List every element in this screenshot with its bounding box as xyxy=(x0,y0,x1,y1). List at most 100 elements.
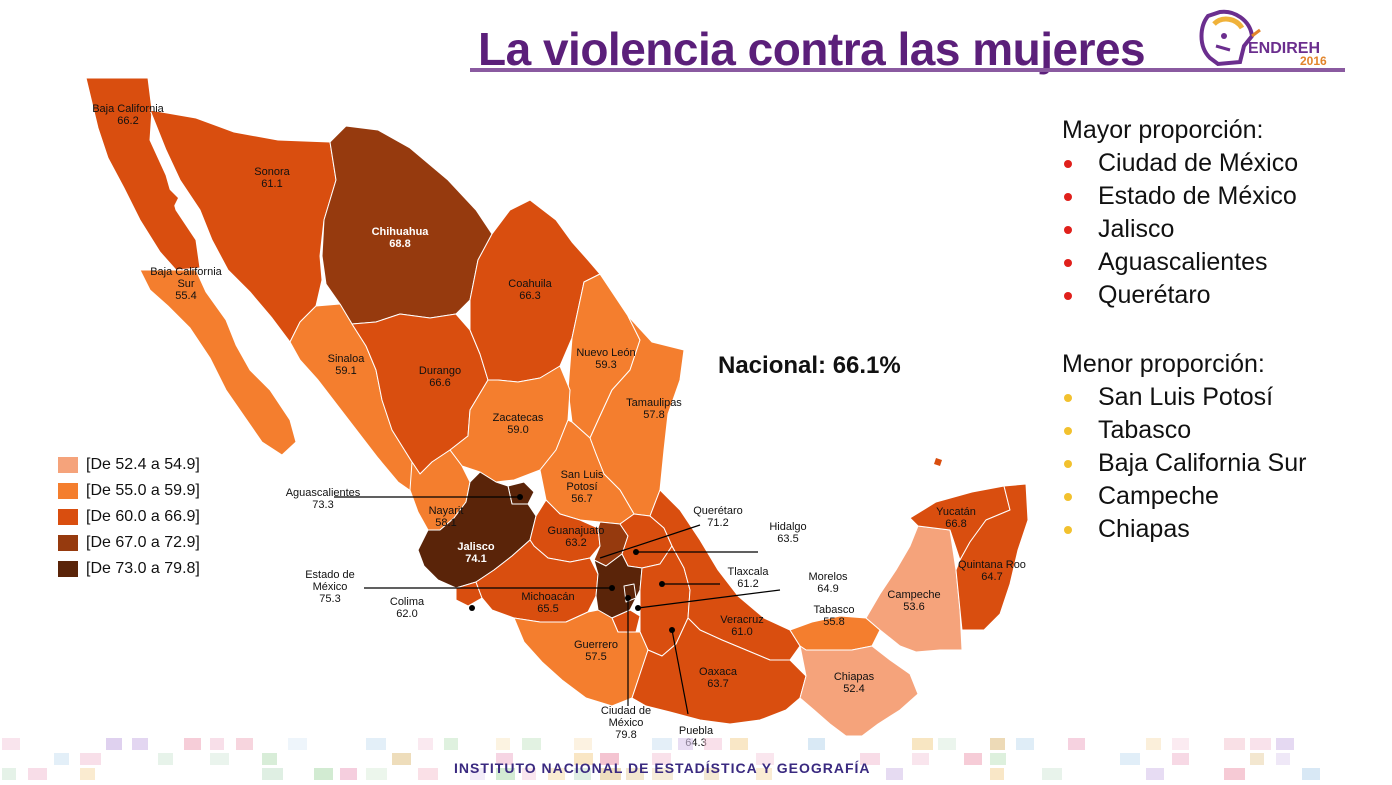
decor-tile xyxy=(1172,753,1189,765)
decor-tile xyxy=(756,768,772,780)
list-item-label: Baja California Sur xyxy=(1098,449,1307,477)
legend-item: [De 55.0 a 59.9] xyxy=(58,478,200,504)
decor-tile xyxy=(912,753,929,765)
label-morelos-name: Morelos xyxy=(808,571,848,583)
decor-tile xyxy=(1224,768,1245,780)
state-baja-california[interactable] xyxy=(85,77,201,271)
decor-tile xyxy=(184,738,201,750)
label-campeche-value: 53.6 xyxy=(903,601,924,613)
endireh-logo-icon xyxy=(1199,9,1261,67)
state-jalisco[interactable] xyxy=(417,471,537,589)
decor-tile xyxy=(574,768,591,780)
decor-tile xyxy=(990,753,1006,765)
label-guanajuato-name: Guanajuato xyxy=(548,525,605,537)
legend-item: [De 60.0 a 66.9] xyxy=(58,504,200,530)
state-estado-de-mexico[interactable] xyxy=(593,553,643,619)
legend-label: [De 55.0 a 59.9] xyxy=(86,482,200,499)
decor-tile xyxy=(496,753,513,765)
label-tamaulipas-name: Tamaulipas xyxy=(626,397,682,409)
decor-tile xyxy=(288,738,307,750)
footer-decoration xyxy=(2,738,1320,780)
label-quintana-roo-name: Quintana Roo xyxy=(958,559,1026,571)
state-chiapas[interactable] xyxy=(799,645,919,737)
decor-tile xyxy=(1276,753,1290,765)
state-chihuahua[interactable] xyxy=(321,125,493,325)
label-sonora-value: 61.1 xyxy=(261,178,282,190)
logo-text: ENDIREH xyxy=(1248,40,1321,57)
label-puebla-name: Puebla xyxy=(679,725,714,737)
decor-tile xyxy=(496,738,510,750)
list-item: Baja California Sur xyxy=(1062,447,1306,480)
label-baja-california-value: 66.2 xyxy=(117,115,138,127)
label-veracruz-name: Veracruz xyxy=(720,614,763,626)
state-guerrero[interactable] xyxy=(513,609,649,707)
bullet-icon xyxy=(1064,258,1072,267)
label-edomex-name1: Estado de xyxy=(305,569,355,581)
mayor-proporcion-list: Mayor proporción: Ciudad de México Estad… xyxy=(1062,116,1298,312)
label-quintana-roo-value: 64.7 xyxy=(981,571,1002,583)
decor-tile xyxy=(652,768,673,780)
map-legend: [De 52.4 a 54.9] [De 55.0 a 59.9] [De 60… xyxy=(58,452,200,582)
label-nuevo-leon-name: Nuevo León xyxy=(576,347,635,359)
label-michoacan-name: Michoacán xyxy=(521,591,574,603)
list-item: San Luis Potosí xyxy=(1062,381,1306,414)
decor-tile xyxy=(314,768,333,780)
legend-swatch xyxy=(58,483,78,499)
label-yucatan-value: 66.8 xyxy=(945,518,966,530)
state-aguascalientes[interactable] xyxy=(507,481,535,505)
decor-tile xyxy=(1172,738,1189,750)
decor-tile xyxy=(340,768,357,780)
decor-tile xyxy=(392,753,411,765)
leader-lines xyxy=(334,496,781,715)
label-aguascalientes-name: Aguascalientes xyxy=(286,487,361,499)
list-item: Querétaro xyxy=(1062,279,1298,312)
label-nayarit-name: Nayarit xyxy=(429,505,464,517)
decor-tile xyxy=(1042,768,1062,780)
decor-tile xyxy=(522,738,541,750)
label-michoacan-value: 65.5 xyxy=(537,603,558,615)
label-oaxaca-value: 63.7 xyxy=(707,678,728,690)
label-edomex-name2: México xyxy=(313,581,348,593)
legend-swatch xyxy=(58,561,78,577)
label-tamaulipas-value: 57.8 xyxy=(643,409,664,421)
footer-institution: INSTITUTO NACIONAL DE ESTADÍSTICA Y GEOG… xyxy=(454,760,871,776)
label-guanajuato-value: 63.2 xyxy=(565,537,586,549)
decor-tile xyxy=(756,753,774,765)
label-yucatan-name: Yucatán xyxy=(936,506,976,518)
decor-tile xyxy=(574,753,593,765)
label-bcs-name1: Baja California xyxy=(150,266,222,278)
logo-year: 2016 xyxy=(1300,54,1327,68)
decor-tile xyxy=(262,753,277,765)
label-tlaxcala-name: Tlaxcala xyxy=(728,566,770,578)
decor-tile xyxy=(158,753,173,765)
decor-tile xyxy=(210,753,229,765)
islands xyxy=(164,188,942,466)
label-zacatecas-value: 59.0 xyxy=(507,424,528,436)
label-oaxaca-name: Oaxaca xyxy=(699,666,738,678)
decor-tile xyxy=(80,768,95,780)
bullet-icon xyxy=(1064,225,1072,234)
decor-tile xyxy=(366,768,387,780)
label-slp-value: 56.7 xyxy=(571,493,592,505)
label-coahuila-value: 66.3 xyxy=(519,290,540,302)
list-item-label: Chiapas xyxy=(1098,515,1190,543)
state-quintana-roo[interactable] xyxy=(955,483,1029,631)
list-item-label: Aguascalientes xyxy=(1098,248,1268,276)
label-cdmx-name2: México xyxy=(609,717,644,729)
list-item-label: Jalisco xyxy=(1098,215,1175,243)
label-campeche-name: Campeche xyxy=(887,589,940,601)
legend-item: [De 73.0 a 79.8] xyxy=(58,556,200,582)
state-baja-california-sur[interactable] xyxy=(139,269,297,456)
